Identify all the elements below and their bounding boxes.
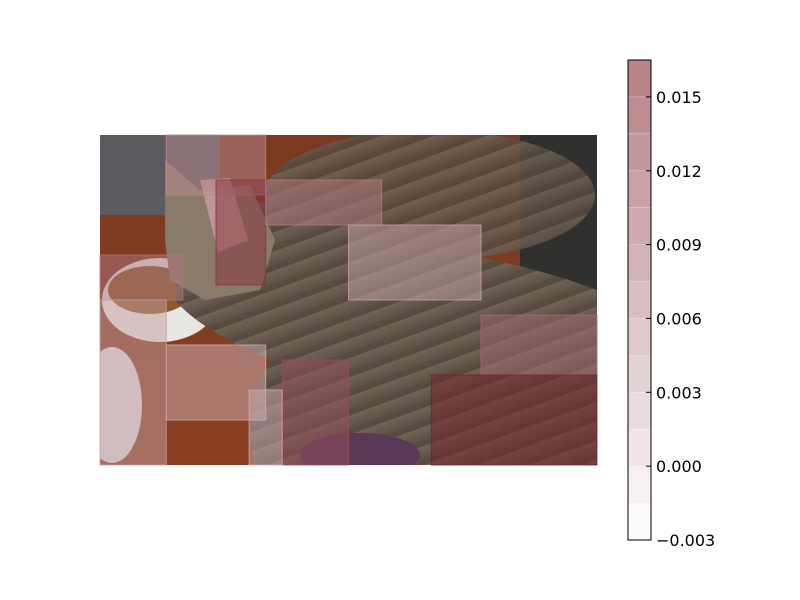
colorbar-tick-label: 0.006 [656,309,702,328]
colorbar-segment-1 [628,466,651,504]
colorbar-frame [627,59,652,541]
colorbar-segment-9 [628,170,651,208]
heatmap-region-5 [480,314,598,376]
colorbar: −0.003 0.000 0.003 0.006 0.009 0.012 0.015 [627,59,715,550]
colorbar-segment-0 [628,503,651,540]
colorbar-segment-2 [628,429,651,467]
colorbar-tick-label: 0.009 [656,236,702,255]
colorbar-segment-5 [628,318,651,356]
colorbar-segments [628,60,651,540]
heatmap-region-7 [281,359,350,466]
heatmap-overlay [99,134,598,466]
colorbar-segment-12 [628,60,651,97]
colorbar-ticks: −0.003 0.000 0.003 0.006 0.009 0.012 0.015 [646,88,715,550]
colorbar-segment-11 [628,96,651,134]
heatmap-region-8 [430,374,598,466]
colorbar-tick-label: −0.003 [656,531,715,550]
colorbar-segment-3 [628,392,651,430]
heatmap-region-10 [99,299,167,466]
colorbar-tick-label: 0.000 [656,457,702,476]
colorbar-segment-10 [628,133,651,171]
heatmap-region-2 [99,254,184,301]
colorbar-segment-7 [628,244,651,282]
colorbar-tick-label: 0.015 [656,88,702,107]
colorbar-segment-6 [628,281,651,319]
heatmap-region-3 [265,179,383,226]
colorbar-segment-4 [628,355,651,393]
heatmap-region-4 [348,224,482,301]
colorbar-tick-label: 0.003 [656,383,702,402]
colorbar-segment-8 [628,207,651,245]
heatmap-region-9 [248,389,283,466]
heatmap-region-1 [215,179,267,286]
colorbar-tick-label: 0.012 [656,162,702,181]
